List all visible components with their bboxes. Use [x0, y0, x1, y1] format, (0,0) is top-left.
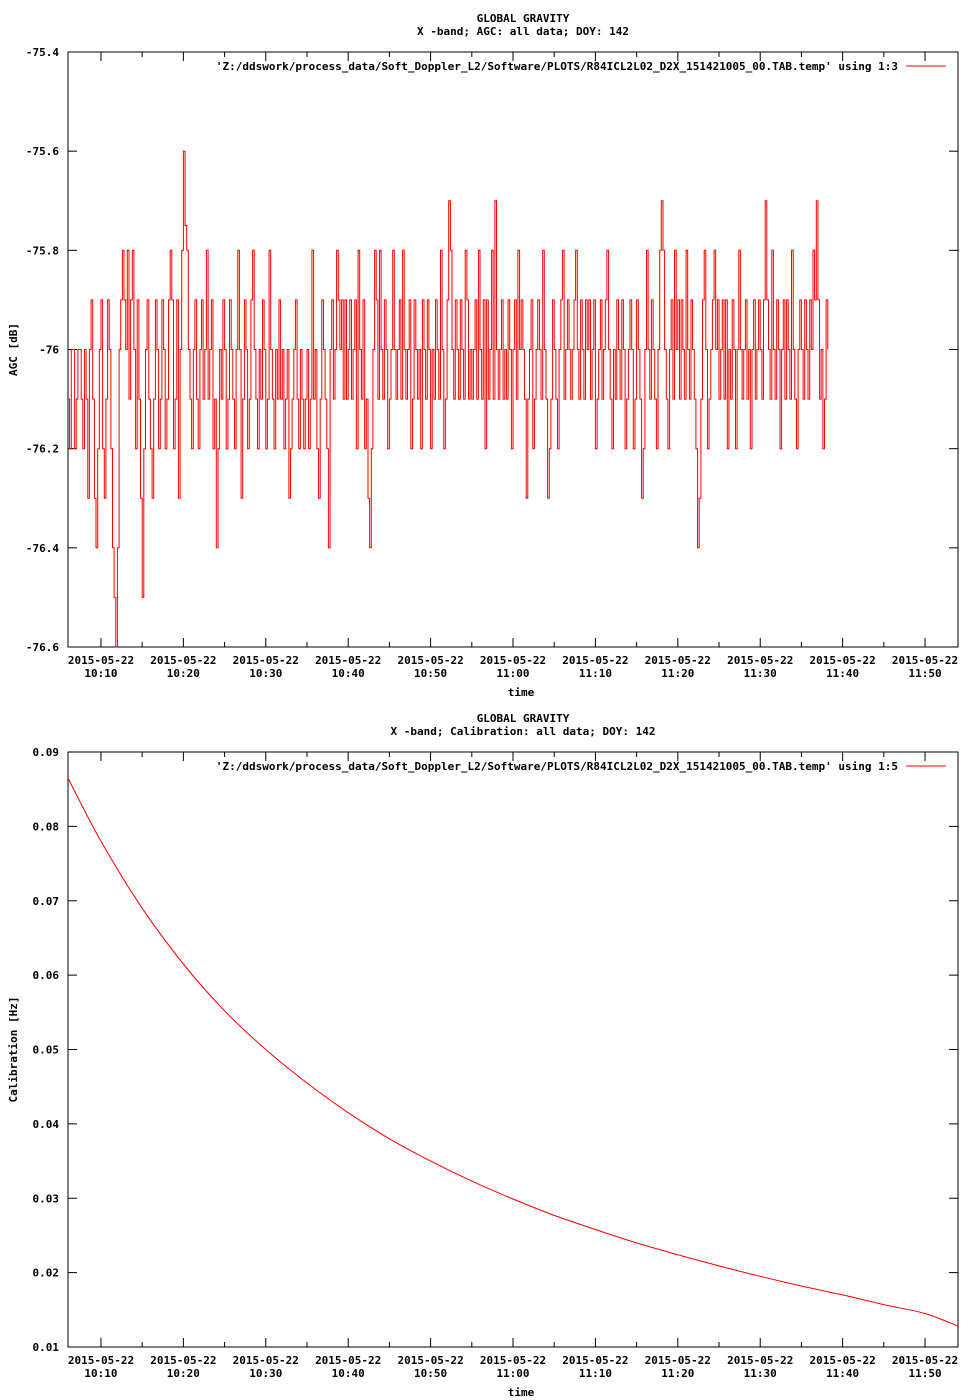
x-tick-date: 2015-05-22: [480, 654, 546, 667]
x-tick-date: 2015-05-22: [727, 654, 793, 667]
chart-title: GLOBAL GRAVITY: [477, 12, 570, 25]
x-tick-date: 2015-05-22: [315, 654, 381, 667]
y-tick-label: -76.6: [26, 641, 59, 654]
y-tick-label: -75.8: [26, 244, 59, 257]
legend-label: 'Z:/ddswork/process_data/Soft_Doppler_L2…: [216, 760, 898, 773]
y-tick-label: 0.05: [33, 1044, 60, 1057]
series-line: [67, 777, 959, 1327]
x-tick-time: 10:10: [84, 1367, 117, 1380]
x-tick-time: 10:10: [84, 667, 117, 680]
y-tick-label: 0.08: [33, 820, 60, 833]
y-tick-label: -75.4: [26, 46, 59, 59]
x-tick-date: 2015-05-22: [562, 654, 628, 667]
x-tick-time: 10:30: [249, 667, 282, 680]
x-axis-label: time: [508, 686, 535, 699]
plot-frame: [67, 751, 959, 1348]
x-tick-time: 11:20: [661, 667, 694, 680]
x-tick-date: 2015-05-22: [645, 654, 711, 667]
x-tick-date: 2015-05-22: [315, 1354, 381, 1367]
x-tick-time: 11:20: [661, 1367, 694, 1380]
series-line: [68, 150, 829, 648]
legend-label: 'Z:/ddswork/process_data/Soft_Doppler_L2…: [216, 60, 898, 73]
x-tick-date: 2015-05-22: [68, 654, 134, 667]
x-tick-time: 10:50: [414, 667, 447, 680]
chart-title: GLOBAL GRAVITY: [477, 712, 570, 725]
x-tick-date: 2015-05-22: [892, 1354, 958, 1367]
x-tick-time: 11:10: [579, 667, 612, 680]
x-tick-time: 10:50: [414, 1367, 447, 1380]
y-tick-label: 0.02: [33, 1267, 60, 1280]
y-tick-label: 0.01: [33, 1341, 60, 1354]
x-tick-time: 10:20: [167, 1367, 200, 1380]
y-tick-label: -76.4: [26, 542, 59, 555]
x-tick-time: 11:00: [496, 667, 529, 680]
x-tick-date: 2015-05-22: [810, 654, 876, 667]
y-tick-label: 0.09: [33, 746, 60, 759]
x-axis-label: time: [508, 1386, 535, 1399]
x-tick-time: 11:30: [744, 667, 777, 680]
y-axis-label: AGC [dB]: [7, 323, 20, 376]
x-tick-date: 2015-05-22: [727, 1354, 793, 1367]
x-tick-time: 11:10: [579, 1367, 612, 1380]
y-tick-label: 0.06: [33, 969, 60, 982]
x-tick-time: 10:40: [332, 1367, 365, 1380]
x-tick-date: 2015-05-22: [562, 1354, 628, 1367]
y-axis-label: Calibration [Hz]: [7, 997, 20, 1103]
x-tick-time: 10:40: [332, 667, 365, 680]
y-tick-label: -76.2: [26, 443, 59, 456]
x-tick-time: 11:00: [496, 1367, 529, 1380]
y-tick-label: -75.6: [26, 145, 59, 158]
chart-subtitle: X -band; AGC: all data; DOY: 142: [417, 25, 629, 38]
x-tick-time: 10:20: [167, 667, 200, 680]
x-tick-date: 2015-05-22: [810, 1354, 876, 1367]
y-tick-label: 0.04: [33, 1118, 60, 1131]
x-tick-date: 2015-05-22: [150, 654, 216, 667]
x-tick-date: 2015-05-22: [233, 654, 299, 667]
x-tick-date: 2015-05-22: [892, 654, 958, 667]
x-tick-date: 2015-05-22: [150, 1354, 216, 1367]
x-tick-time: 11:40: [826, 667, 859, 680]
y-tick-label: 0.03: [33, 1192, 60, 1205]
x-tick-time: 11:40: [826, 1367, 859, 1380]
x-tick-date: 2015-05-22: [397, 654, 463, 667]
x-tick-time: 11:50: [908, 1367, 941, 1380]
x-tick-date: 2015-05-22: [645, 1354, 711, 1367]
x-tick-date: 2015-05-22: [397, 1354, 463, 1367]
x-tick-date: 2015-05-22: [480, 1354, 546, 1367]
chart-subtitle: X -band; Calibration: all data; DOY: 142: [391, 725, 656, 738]
x-tick-date: 2015-05-22: [233, 1354, 299, 1367]
x-tick-date: 2015-05-22: [68, 1354, 134, 1367]
x-tick-time: 10:30: [249, 1367, 282, 1380]
x-tick-time: 11:50: [908, 667, 941, 680]
x-tick-time: 11:30: [744, 1367, 777, 1380]
y-tick-label: 0.07: [33, 895, 60, 908]
y-tick-label: -76: [39, 344, 59, 357]
